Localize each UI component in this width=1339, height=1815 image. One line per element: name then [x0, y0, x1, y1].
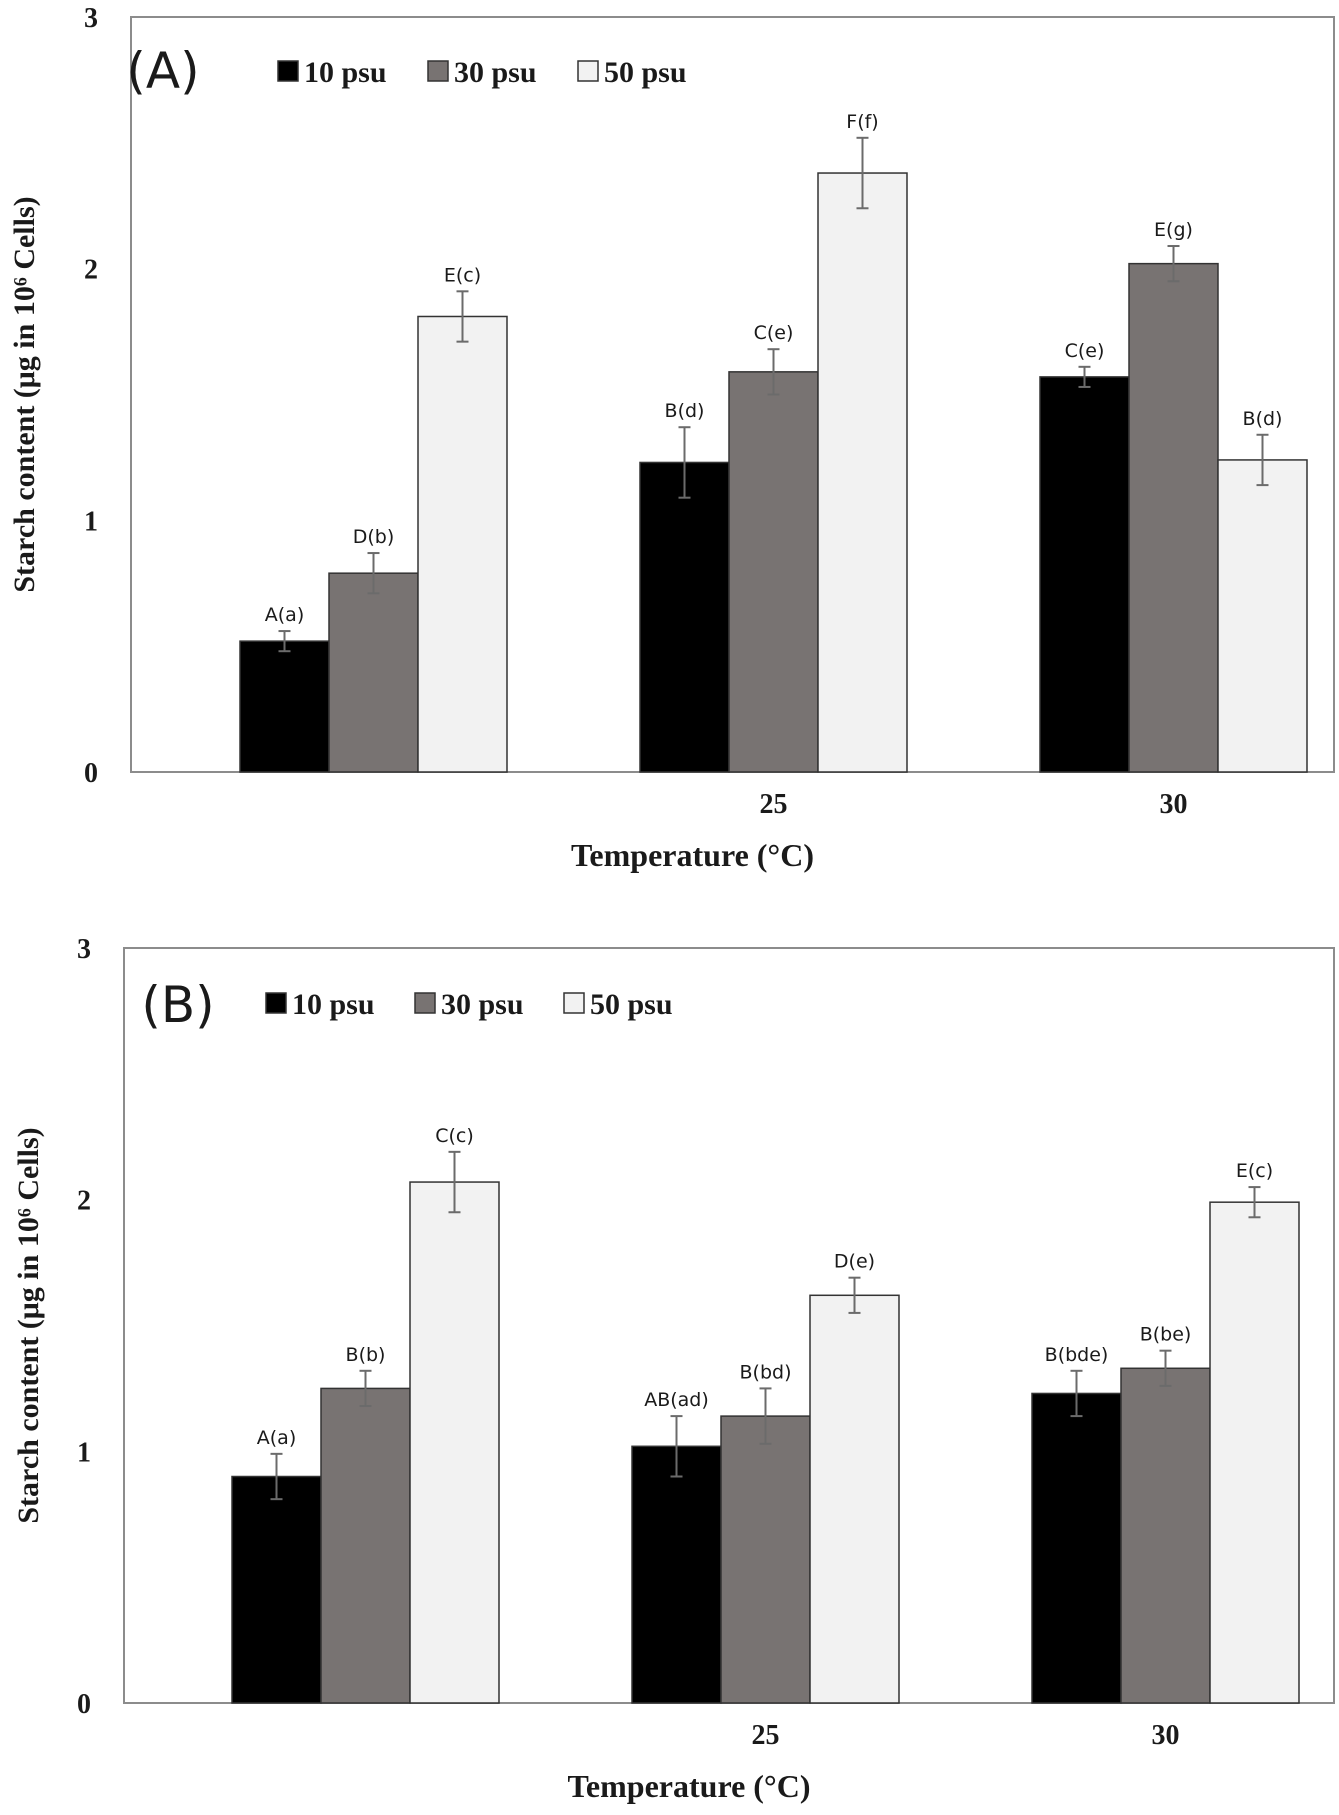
significance-label: B(bde): [1045, 1344, 1109, 1366]
bar-50-psu-3: [1209, 1201, 1300, 1704]
bar-50-psu-3: [1217, 459, 1308, 773]
significance-label: B(d): [665, 400, 705, 422]
legend-label: 30 psu: [441, 988, 524, 1021]
y-axis-label: Starch content (μg in 10⁶ Cells): [8, 196, 41, 592]
significance-label: B(be): [1140, 1324, 1192, 1346]
significance-label: B(bd): [740, 1361, 792, 1383]
panel-label: (A): [126, 42, 199, 100]
bar-10-psu-2: [631, 1445, 722, 1704]
bar-10-psu-2: [639, 461, 730, 773]
legend-label: 30 psu: [454, 56, 537, 89]
legend-swatch: [414, 992, 436, 1014]
legend-swatch: [265, 992, 287, 1014]
bar-50-psu-1: [417, 315, 508, 773]
significance-label: D(b): [353, 526, 395, 548]
legend-swatch: [277, 60, 299, 82]
bar-50-psu-2: [809, 1294, 900, 1704]
legend-label: 50 psu: [604, 56, 687, 89]
significance-label: E(g): [1154, 219, 1193, 241]
legend-swatch: [427, 60, 449, 82]
legend-swatch: [563, 992, 585, 1014]
x-axis-label: Temperature (°C): [568, 1768, 811, 1804]
x-tick-label: 30: [1152, 1720, 1180, 1751]
significance-label: B(d): [1243, 408, 1283, 430]
bar-30-psu-1: [328, 572, 419, 773]
significance-label: C(e): [1065, 340, 1105, 362]
significance-label: A(a): [257, 1427, 296, 1449]
bar-10-psu-3: [1039, 376, 1130, 773]
y-axis-label: Starch content (μg in 10⁶ Cells): [12, 1127, 45, 1523]
y-tick-label: 3: [77, 934, 91, 965]
y-tick-label: 1: [77, 1437, 91, 1468]
y-tick-label: 2: [84, 255, 98, 286]
legend-swatch: [577, 60, 599, 82]
significance-label: AB(ad): [644, 1389, 709, 1411]
y-tick-label: 0: [77, 1689, 91, 1720]
legend-label: 10 psu: [304, 56, 387, 89]
bar-30-psu-2: [728, 371, 819, 773]
x-axis-label: Temperature (°C): [571, 837, 814, 873]
bar-30-psu-3: [1120, 1367, 1211, 1704]
bar-10-psu-3: [1031, 1392, 1122, 1704]
significance-label: E(c): [444, 264, 481, 286]
significance-label: F(f): [846, 111, 878, 133]
legend-label: 50 psu: [590, 988, 673, 1021]
significance-label: E(c): [1236, 1160, 1273, 1182]
significance-label: D(e): [834, 1251, 875, 1273]
bar-30-psu-2: [720, 1415, 811, 1704]
bar-50-psu-1: [409, 1181, 500, 1704]
bar-30-psu-1: [320, 1387, 411, 1704]
significance-label: B(b): [346, 1344, 386, 1366]
significance-label: A(a): [265, 604, 304, 626]
y-tick-label: 2: [77, 1186, 91, 1217]
y-tick-label: 3: [84, 3, 98, 34]
significance-label: C(c): [435, 1125, 474, 1147]
bar-50-psu-2: [817, 172, 908, 773]
bar-30-psu-3: [1128, 262, 1219, 773]
y-tick-label: 0: [84, 758, 98, 789]
bar-10-psu-1: [231, 1475, 322, 1704]
chart-panel-1: 0 1 2 3 A(a) B(d) C(e) D(b) C(e) E(g) E(c) F(f) B(d)…: [8, 3, 1335, 873]
x-tick-label: 25: [760, 789, 788, 820]
x-tick-label: 30: [1160, 789, 1188, 820]
chart-panel-2: 0 1 2 3 A(a) AB(ad) B(bde) B(b) B(bd) B(be) C(c) D(…: [12, 934, 1335, 1804]
y-tick-label: 1: [84, 506, 98, 537]
significance-label: C(e): [754, 322, 794, 344]
x-tick-label: 25: [752, 1720, 780, 1751]
bar-10-psu-1: [239, 640, 330, 773]
legend-label: 10 psu: [292, 988, 375, 1021]
panel-label: (B): [141, 976, 214, 1034]
